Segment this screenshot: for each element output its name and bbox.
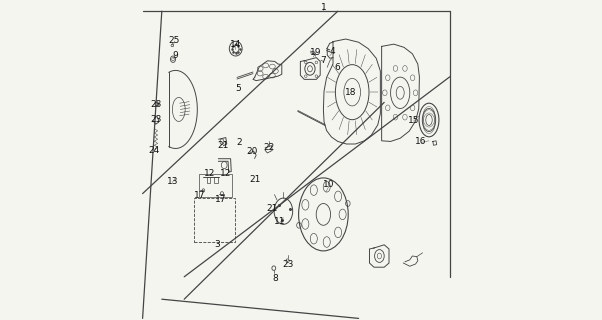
Text: 12: 12 bbox=[220, 169, 232, 178]
Text: 20: 20 bbox=[247, 147, 258, 156]
Text: 25: 25 bbox=[169, 36, 179, 45]
Text: 21: 21 bbox=[249, 175, 260, 184]
Text: 13: 13 bbox=[167, 177, 178, 186]
Text: 5: 5 bbox=[236, 84, 241, 93]
Text: 24: 24 bbox=[148, 146, 160, 155]
Text: 17: 17 bbox=[214, 195, 226, 204]
Text: 23: 23 bbox=[282, 260, 294, 269]
Text: 18: 18 bbox=[345, 88, 356, 97]
Text: 19: 19 bbox=[309, 48, 321, 57]
Text: 4: 4 bbox=[329, 47, 335, 56]
Text: 23: 23 bbox=[150, 115, 162, 124]
Text: 14: 14 bbox=[230, 40, 241, 49]
Text: 12: 12 bbox=[204, 169, 216, 178]
Text: 1: 1 bbox=[320, 3, 326, 12]
Text: 8: 8 bbox=[272, 274, 278, 283]
Text: 21: 21 bbox=[266, 204, 278, 213]
Text: 23: 23 bbox=[150, 100, 162, 109]
Bar bbox=[194, 198, 235, 242]
Bar bbox=[199, 174, 232, 197]
Text: 10: 10 bbox=[323, 180, 335, 189]
Bar bbox=[206, 177, 211, 183]
Text: 7: 7 bbox=[320, 56, 326, 65]
Text: 16: 16 bbox=[415, 137, 427, 146]
Text: 11: 11 bbox=[275, 217, 286, 226]
Bar bbox=[214, 177, 218, 183]
Text: 3: 3 bbox=[214, 240, 220, 249]
Text: 15: 15 bbox=[408, 116, 420, 124]
Text: 6: 6 bbox=[334, 63, 340, 72]
Text: 2: 2 bbox=[237, 138, 243, 147]
Text: 22: 22 bbox=[264, 143, 275, 152]
Text: 17: 17 bbox=[194, 191, 205, 200]
Text: 9: 9 bbox=[172, 51, 178, 60]
Text: 21: 21 bbox=[217, 141, 228, 150]
